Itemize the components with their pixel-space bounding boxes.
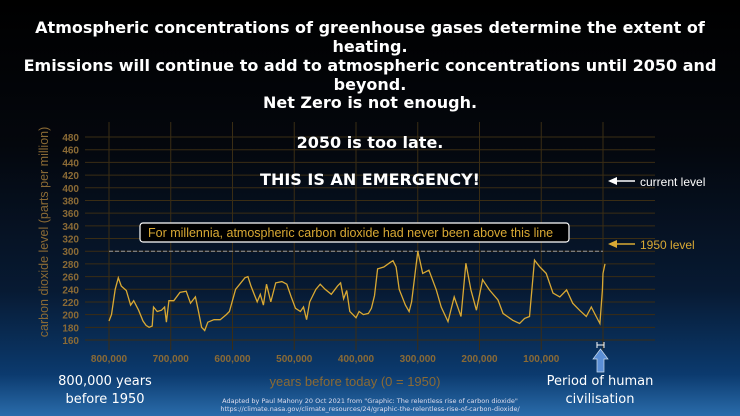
y-tick-label: 200 — [62, 311, 79, 322]
y-tick-label: 180 — [62, 323, 79, 334]
y-tick-label: 220 — [62, 298, 79, 309]
credit-url: https://climate.nasa.gov/climate_resourc… — [220, 405, 520, 413]
x-tick-label: 200,000 — [461, 354, 498, 365]
y-tick-label: 300 — [62, 247, 79, 258]
co2-series-line — [108, 251, 606, 332]
current-level-label: current level — [640, 175, 705, 189]
y-tick-label: 480 — [62, 133, 79, 144]
y-tick-label: 340 — [62, 222, 79, 233]
y-axis-label: carbon dioxide level (parts per million) — [37, 127, 51, 338]
y-tick-label: 240 — [62, 285, 79, 296]
x-tick-label: 400,000 — [338, 354, 375, 365]
y-tick-label: 400 — [62, 184, 79, 195]
y-ticks: 1601802002202402602803003203403603804004… — [62, 133, 79, 347]
y-tick-label: 360 — [62, 209, 79, 220]
x-tick-label: 300,000 — [400, 354, 437, 365]
x-tick-label: 600,000 — [214, 354, 251, 365]
arrow-left-icon — [608, 177, 617, 185]
arrow-left-icon — [608, 240, 617, 248]
y-tick-label: 440 — [62, 158, 79, 169]
headline-5: THIS IS AN EMERGENCY! — [260, 170, 480, 189]
note-civilisation: Period of human civilisation — [546, 374, 654, 407]
note-800k: 800,000 years before 1950 — [58, 374, 152, 407]
y-tick-label: 380 — [62, 196, 79, 207]
current-level-annotation: current level — [608, 175, 705, 189]
y-tick-label: 420 — [62, 171, 79, 182]
x-tick-label: 500,000 — [276, 354, 313, 365]
x-tick-label: 700,000 — [153, 354, 190, 365]
reference-label-box — [139, 222, 570, 243]
headline-3: Net Zero is not enough. — [262, 93, 478, 112]
x-tick-label: 100,000 — [523, 354, 560, 365]
headline-1: Atmospheric concentrations of greenhouse… — [35, 18, 705, 56]
credit-line-1: Adapted by Paul Mahony 20 Oct 2021 from … — [222, 397, 518, 405]
period-marker — [592, 342, 609, 373]
y-tick-label: 460 — [62, 146, 79, 157]
1950-level-label: 1950 level — [640, 238, 695, 252]
x-axis-label: years before today (0 = 1950) — [270, 374, 441, 389]
y-tick-label: 280 — [62, 260, 79, 271]
y-tick-label: 260 — [62, 273, 79, 284]
headline-2: Emissions will continue to add to atmosp… — [23, 56, 717, 94]
y-tick-label: 320 — [62, 235, 79, 246]
headline-4: 2050 is too late. — [296, 133, 444, 152]
1950-level-annotation: 1950 level — [608, 238, 695, 252]
up-arrow-icon — [592, 348, 609, 373]
x-tick-label: 800,000 — [91, 354, 128, 365]
x-ticks: 800,000 700,000 600,000 500,000 400,000 300,0… — [91, 354, 560, 365]
y-tick-label: 160 — [62, 336, 79, 347]
reference-label: For millennia, atmospheric carbon dioxid… — [148, 226, 553, 240]
